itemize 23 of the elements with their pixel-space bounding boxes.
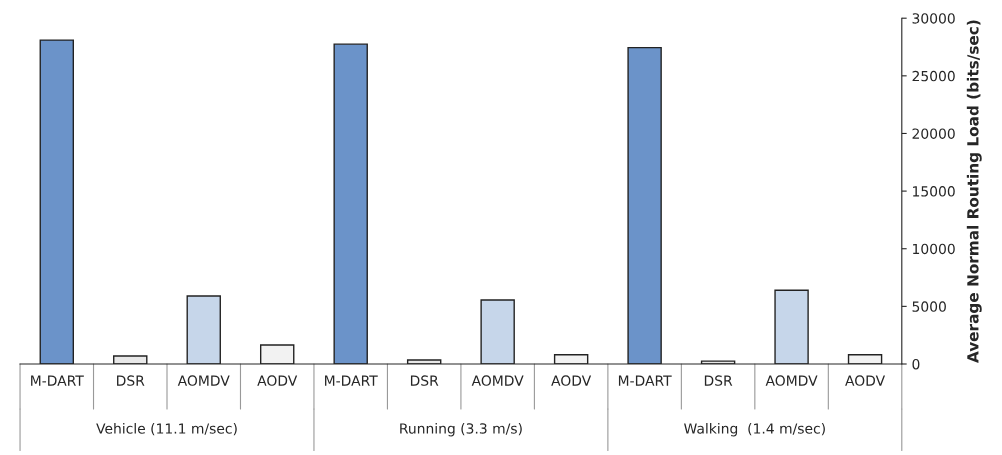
y-tick-label: 15000: [913, 186, 955, 197]
y-tick-label: 30000: [912, 13, 955, 24]
y-tick-label: 10000: [913, 243, 955, 255]
x-tick-label: DSR: [704, 375, 733, 386]
text: Running (3.3 m/s): [400, 422, 522, 437]
text: Walking (1.4 m/sec): [684, 422, 825, 437]
x-tick-label: DSR: [410, 375, 439, 386]
y-tick-label: 20000: [912, 128, 955, 139]
x-tick-label: AODV: [845, 375, 886, 386]
y-tick-label: 25000: [912, 70, 955, 82]
x-tick-label: M-DART: [31, 375, 84, 386]
x-tick-label: AOMDV: [177, 375, 230, 386]
x-tick-label: AODV: [551, 375, 592, 386]
x-tick-label: DSR: [117, 375, 145, 386]
y-tick-label: 5000: [912, 301, 946, 312]
x-tick-label: AOMDV: [765, 375, 818, 386]
text: Vehicle (11.1 m/sec): [96, 422, 237, 436]
x-tick-label: M-DART: [618, 375, 672, 386]
x-tick-label: M-DART: [325, 375, 378, 386]
x-tick-label: AODV: [257, 375, 298, 386]
x-tick-label: AOMDV: [471, 375, 524, 386]
y-axis-title: Average Normal Routing Load (bits/sec): [966, 20, 982, 363]
y-tick-label: 0: [912, 358, 920, 370]
